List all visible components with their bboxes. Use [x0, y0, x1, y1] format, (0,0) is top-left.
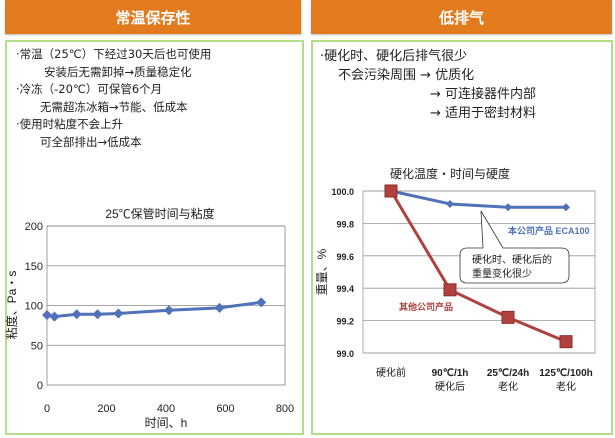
y-axis-label: 粘度、Pa・s	[4, 271, 19, 340]
left-panel	[5, 40, 304, 435]
right-line: → 可连接器件内部	[430, 87, 537, 102]
left-line: ·冷冻（-20℃）可保管6个月	[16, 82, 163, 96]
data-point	[92, 309, 103, 320]
y-axis-label: 重量、%	[315, 248, 329, 295]
right-header: 低排气	[311, 0, 612, 34]
x-tick-label: 90℃/1h	[432, 368, 469, 379]
y-tick-label: 99.8	[336, 219, 354, 229]
y-tick-label: 50	[31, 340, 43, 352]
callout-text: 硬化时、硬化后的	[472, 253, 552, 266]
data-point	[42, 310, 52, 321]
data-point	[559, 335, 573, 349]
x-tick-label: 125℃/100h	[539, 368, 593, 379]
right-line: 不会污染周围 → 优质化	[338, 68, 475, 83]
chart-title: 25℃保管时间与粘度	[105, 206, 214, 221]
data-point	[562, 203, 570, 212]
x-tick-label: 400	[157, 403, 175, 415]
legend-label: 其他公司产品	[399, 301, 453, 312]
left-line: ·使用时粘度不会上升	[16, 117, 124, 131]
data-point	[49, 311, 60, 322]
data-point	[214, 302, 225, 313]
x-tick-sublabel: 老化	[556, 380, 576, 393]
y-tick-label: 150	[25, 261, 43, 273]
y-tick-label: 99.6	[336, 252, 354, 262]
data-point	[504, 203, 512, 212]
data-point	[384, 184, 398, 198]
y-tick-label: 200	[25, 221, 43, 233]
right-line: → 适用于密封材料	[430, 106, 537, 121]
left-line: ·常温（25℃）下经过30天后也可使用	[16, 47, 212, 61]
chart-title: 硬化温度・时间与硬度	[390, 166, 510, 181]
data-point	[163, 305, 174, 316]
y-tick-label: 99.2	[336, 317, 354, 327]
data-point	[501, 310, 515, 324]
x-tick-sublabel: 老化	[498, 380, 518, 393]
y-tick-label: 99.0	[336, 349, 354, 359]
y-tick-label: 0	[37, 380, 43, 392]
data-point	[113, 308, 124, 319]
left-line: 可全部排出→低成本	[40, 135, 142, 149]
x-tick-sublabel: 硬化后	[435, 380, 465, 393]
legend-label: 本公司产品 ECA100	[508, 225, 590, 236]
x-tick-label: 硬化前	[376, 366, 406, 379]
x-tick-label: 0	[44, 403, 50, 415]
callout-bubble	[459, 210, 570, 284]
x-tick-label: 25℃/24h	[487, 368, 529, 379]
y-tick-label: 99.4	[336, 284, 354, 294]
data-point	[256, 297, 267, 308]
left-line: 无需超冻冰箱→节能、低成本	[40, 100, 188, 114]
left-line: 安装后无需卸掉→质量稳定化	[44, 65, 192, 79]
series-line	[390, 189, 566, 209]
x-tick-label: 600	[216, 403, 234, 415]
data-point	[443, 283, 457, 297]
x-axis-label: 时间、h	[145, 416, 188, 430]
left-header: 常温保存性	[5, 0, 301, 34]
y-tick-label: 100.0	[331, 187, 354, 197]
data-point	[71, 309, 82, 320]
plot-area	[46, 225, 286, 386]
callout-text: 重量变化很少	[472, 267, 532, 280]
x-tick-label: 800	[276, 403, 294, 415]
right-line: ·硬化时、硬化后排气很少	[320, 49, 468, 64]
series-line	[389, 190, 567, 344]
plot-area	[362, 190, 596, 354]
right-panel	[311, 40, 613, 435]
data-point	[446, 199, 454, 208]
x-tick-label: 200	[97, 403, 115, 415]
y-tick-label: 100	[25, 301, 43, 313]
